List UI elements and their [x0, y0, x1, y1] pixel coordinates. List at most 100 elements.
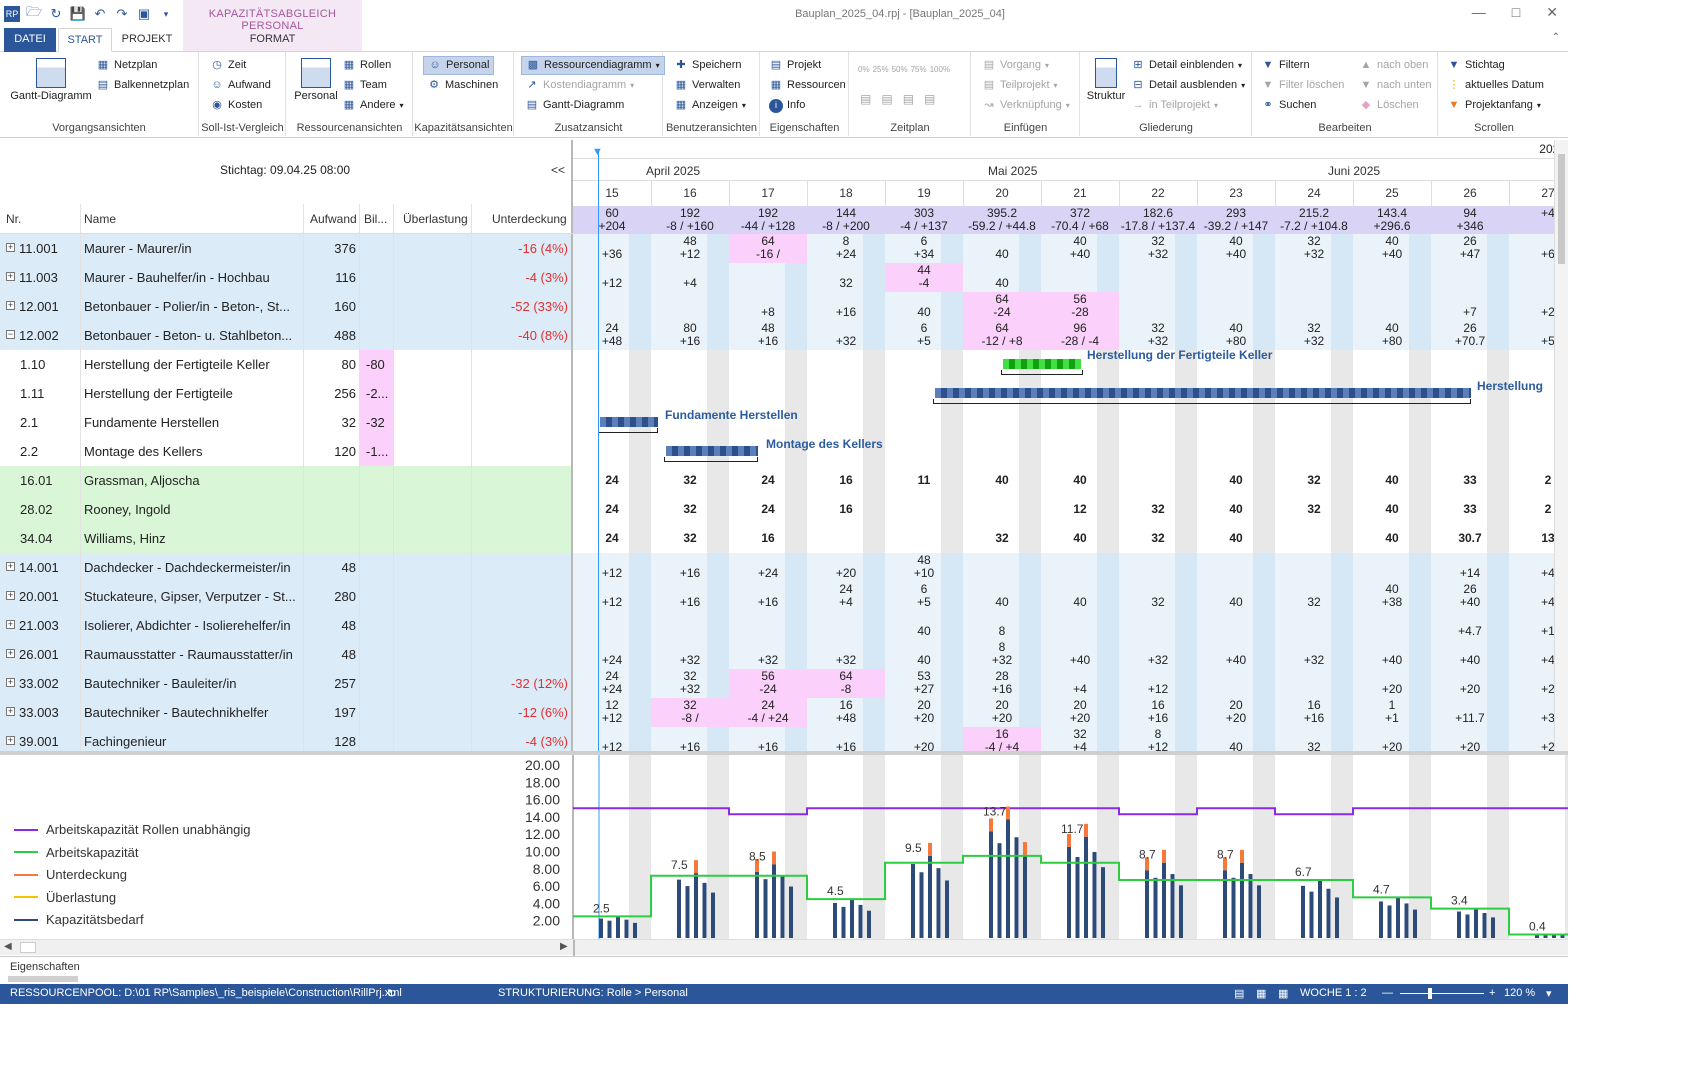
capacity-cell[interactable]: +12: [573, 727, 651, 753]
capacity-cell[interactable]: 40 +80: [1353, 321, 1431, 350]
capacity-cell[interactable]: 24: [729, 466, 807, 495]
capacity-cell[interactable]: 32 +4: [1041, 727, 1119, 753]
window-icon[interactable]: ▣: [137, 6, 151, 21]
capacity-cell[interactable]: +4: [1509, 582, 1568, 611]
col-nr[interactable]: Nr.: [6, 212, 22, 226]
nach-oben-button[interactable]: ▲ nach oben: [1359, 56, 1429, 75]
capacity-cell[interactable]: 16 -4 / +4: [963, 727, 1041, 752]
capacity-cell[interactable]: +20: [807, 553, 885, 582]
capacity-cell[interactable]: +32: [651, 640, 729, 669]
capacity-cell[interactable]: 2: [1509, 495, 1568, 524]
capacity-cell[interactable]: 40: [1197, 466, 1275, 495]
tab-datei[interactable]: DATEI: [4, 28, 56, 52]
capacity-cell[interactable]: 40 +38: [1353, 582, 1431, 611]
capacity-cell[interactable]: 40: [1353, 495, 1431, 524]
capacity-cell[interactable]: +32: [1275, 640, 1353, 669]
open-icon[interactable]: 🗁: [25, 4, 43, 19]
gantt-bar[interactable]: [666, 446, 758, 456]
view-icon-2[interactable]: ▦: [1256, 988, 1267, 1000]
loeschen-button[interactable]: ◆ Löschen: [1359, 96, 1419, 115]
table-row[interactable]: +14.001 Dachdecker - Dachdeckermeister/in…: [0, 553, 571, 582]
zoom-slider[interactable]: [1400, 993, 1484, 994]
capacity-cell[interactable]: 16: [807, 466, 885, 495]
expand-row-icon[interactable]: +: [6, 300, 15, 310]
aufwand-button[interactable]: ☺ Aufwand: [210, 76, 270, 95]
capacity-cell[interactable]: 40: [1197, 524, 1275, 553]
capacity-cell[interactable]: 32: [963, 524, 1041, 553]
nach-unten-button[interactable]: ▼ nach unten: [1359, 76, 1432, 95]
teilprojekt-button[interactable]: ▤ Teilprojekt ▾: [982, 76, 1058, 95]
save-icon[interactable]: 💾: [69, 6, 87, 21]
capacity-cell[interactable]: 40: [963, 466, 1041, 495]
capacity-cell[interactable]: +4: [1509, 553, 1568, 582]
capacity-cell[interactable]: 32: [1119, 582, 1197, 611]
collapse-ribbon-icon[interactable]: ⌃: [1551, 32, 1560, 43]
capacity-cell[interactable]: 1 +1: [1353, 698, 1431, 727]
rollen-button[interactable]: ▦ Rollen: [342, 56, 391, 75]
capacity-cell[interactable]: 24 +48: [573, 321, 651, 350]
capacity-cell[interactable]: +7: [1431, 292, 1509, 321]
capacity-cell[interactable]: 8: [963, 611, 1041, 640]
capacity-cell[interactable]: +40: [1041, 640, 1119, 669]
suchen-button[interactable]: ⚭ Suchen: [1261, 96, 1316, 115]
capacity-cell[interactable]: 64 -16 /: [729, 234, 807, 263]
capacity-cell[interactable]: 32: [651, 524, 729, 553]
vertical-scrollbar[interactable]: [1554, 140, 1568, 752]
verwalten-button[interactable]: ▦ Verwalten: [674, 76, 741, 95]
schedule-tool-2-icon[interactable]: ▤: [881, 92, 893, 106]
capacity-cell[interactable]: 12: [1041, 495, 1119, 524]
capacity-cell[interactable]: +20: [1431, 669, 1509, 698]
capacity-cell[interactable]: +24: [573, 640, 651, 669]
capacity-cell[interactable]: 40: [963, 263, 1041, 292]
undo-icon[interactable]: ↶: [94, 6, 106, 21]
capacity-cell[interactable]: +4: [1509, 640, 1568, 669]
capacity-cell[interactable]: 24 -4 / +24: [729, 698, 807, 727]
capacity-cell[interactable]: 28 +16: [963, 669, 1041, 698]
expand-row-icon[interactable]: +: [6, 706, 15, 716]
capacity-cell[interactable]: 32: [1275, 727, 1353, 753]
kostendiagramm-button[interactable]: ↗ Kostendiagramm ▾: [525, 76, 634, 95]
capacity-cell[interactable]: 24: [729, 495, 807, 524]
minimize-icon[interactable]: —: [1471, 4, 1486, 20]
capacity-cell[interactable]: 40: [1041, 524, 1119, 553]
expand-row-icon[interactable]: +: [6, 677, 15, 687]
capacity-cell[interactable]: +4: [651, 263, 729, 292]
projekt-props-button[interactable]: ▤ Projekt: [769, 56, 821, 75]
capacity-cell[interactable]: 64 -12 / +8: [963, 321, 1041, 350]
anzeigen-button[interactable]: ▦ Anzeigen ▾: [674, 96, 746, 115]
schedule-tool-1-icon[interactable]: ▤: [860, 92, 872, 106]
vorgang-button[interactable]: ▤ Vorgang ▾: [982, 56, 1049, 75]
capacity-cell[interactable]: 26 +40: [1431, 582, 1509, 611]
zoom-thumb[interactable]: [1428, 988, 1432, 999]
aktuelles-datum-button[interactable]: ⋮ aktuelles Datum: [1447, 76, 1544, 95]
table-row[interactable]: +11.001 Maurer - Maurer/in 376 -16 (4%): [0, 234, 571, 263]
capacity-cell[interactable]: 32: [1275, 582, 1353, 611]
capacity-cell[interactable]: 26 +47: [1431, 234, 1509, 263]
gantt-bar[interactable]: [600, 417, 658, 427]
capacity-cell[interactable]: 40 +40: [1353, 234, 1431, 263]
ressourcen-props-button[interactable]: ▦ Ressourcen: [769, 76, 846, 95]
personal-view-button[interactable]: Personal: [291, 56, 341, 102]
table-row[interactable]: +21.003 Isolierer, Abdichter - Isolierehe…: [0, 611, 571, 640]
capacity-cell[interactable]: 32 +32: [1119, 321, 1197, 350]
table-row[interactable]: +33.003 Bautechniker - Bautechnikhelfer 19…: [0, 698, 571, 727]
expand-row-icon[interactable]: +: [6, 648, 15, 658]
kapazitaet-personal-button[interactable]: ☺ Personal: [423, 56, 495, 75]
info-button[interactable]: i Info: [769, 96, 805, 115]
stichtag-button[interactable]: ▼ Stichtag: [1447, 56, 1505, 75]
horizontal-scrollbar[interactable]: ◀ ▶: [0, 939, 1568, 956]
balkennetzplan-button[interactable]: ▤ Balkennetzplan: [96, 76, 189, 95]
expand-row-icon[interactable]: +: [6, 271, 15, 281]
capacity-cell[interactable]: 56 -24: [729, 669, 807, 698]
capacity-cell[interactable]: +12: [573, 582, 651, 611]
capacity-cell[interactable]: 48 +10: [885, 553, 963, 582]
capacity-cell[interactable]: 96 -28 / -4: [1041, 321, 1119, 350]
in-teilprojekt-button[interactable]: → in Teilprojekt ▾: [1131, 96, 1218, 115]
expand-row-icon[interactable]: +: [6, 619, 15, 629]
eigenschaften-tab[interactable]: Eigenschaften: [10, 961, 80, 973]
capacity-cell[interactable]: +11.7: [1431, 698, 1509, 727]
capacity-cell[interactable]: 32: [1119, 495, 1197, 524]
capacity-cell[interactable]: 32 +32: [1119, 234, 1197, 263]
tab-projekt[interactable]: PROJEKT: [121, 33, 173, 45]
table-row[interactable]: +33.002 Bautechniker - Bauleiter/in 257 -32…: [0, 669, 571, 698]
